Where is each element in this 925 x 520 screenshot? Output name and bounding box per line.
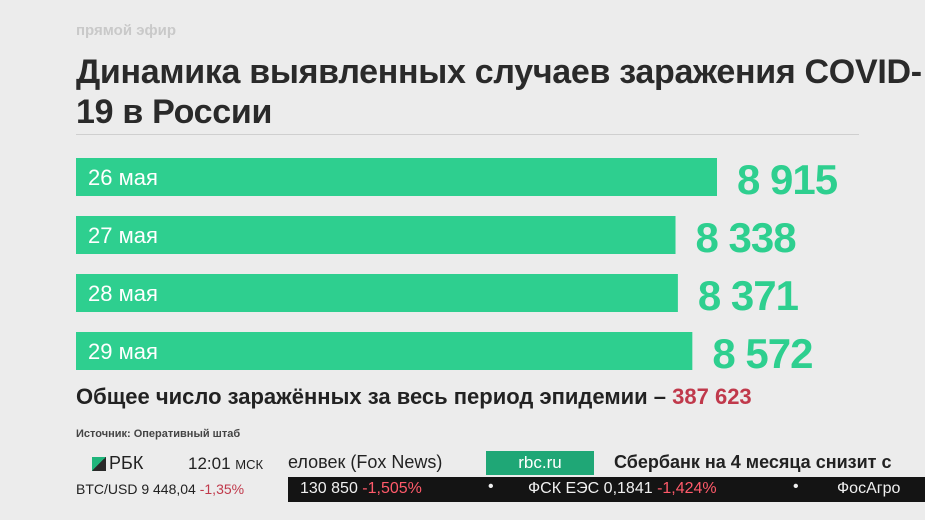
bar-3 — [76, 274, 678, 312]
chart-title-text: Динамика выявленных случаев заражения CO… — [76, 53, 922, 131]
quote-1: 130 850 -1,505% — [300, 480, 422, 498]
ticker-headline-2: Сбербанк на 4 месяца снизит с — [614, 452, 892, 472]
ticker-site-tag: rbc.ru — [486, 451, 594, 475]
quote-1-value: 130 850 — [300, 480, 358, 497]
chart-title: Динамика выявленных случаев заражения CO… — [76, 52, 925, 132]
bar-category-label: 26 мая — [88, 165, 158, 190]
quote-2: ФСК ЕЭС 0,1841 -1,424% — [528, 480, 717, 498]
ticker-separator: • — [793, 478, 799, 495]
quote-2-change: -1,424% — [657, 480, 717, 497]
quote-3-name: ФосАгро — [837, 480, 901, 497]
bar-value-label: 8 915 — [737, 156, 838, 203]
channel-logo: РБК — [92, 453, 143, 474]
stock-ticker — [288, 477, 925, 502]
btc-quote: BTC/USD 9 448,04 -1,35% — [76, 481, 244, 497]
clock-time: 12:01 — [188, 454, 231, 473]
bar-category-label: 28 мая — [88, 281, 158, 306]
bar-1 — [76, 158, 717, 196]
rbc-logo-icon — [92, 456, 106, 471]
bar-category-label: 29 мая — [88, 339, 158, 364]
ticker-separator: • — [488, 478, 494, 495]
total-cases: Общее число заражённых за весь период эп… — [76, 384, 752, 410]
quote-2-value: 0,1841 — [603, 480, 653, 497]
bar-2 — [76, 216, 676, 254]
clock-timezone: МСК — [235, 457, 264, 472]
bar-4 — [76, 332, 693, 370]
quote-2-name: ФСК ЕЭС — [528, 480, 600, 497]
btc-value: 9 448,04 — [141, 481, 196, 497]
title-divider — [76, 134, 859, 135]
logo-text: РБК — [109, 453, 144, 473]
bar-value-label: 8 572 — [712, 330, 812, 377]
crypto-quote-box — [0, 477, 288, 502]
news-ticker — [0, 449, 925, 477]
bar-category-label: 27 мая — [88, 223, 158, 248]
total-value: 387 623 — [672, 384, 752, 409]
btc-label: BTC/USD — [76, 481, 138, 497]
quote-1-change: -1,505% — [362, 480, 422, 497]
bar-value-label: 8 338 — [696, 214, 797, 261]
clock: 12:01 МСК — [188, 454, 263, 474]
total-label: Общее число заражённых за весь период эп… — [76, 384, 667, 409]
source-note: Источник: Оперативный штаб — [76, 428, 241, 440]
bar-value-label: 8 371 — [698, 272, 799, 319]
ticker-headline-1: еловек (Fox News) — [288, 452, 443, 472]
btc-change: -1,35% — [199, 481, 245, 497]
bar-chart: 26 мая 8 915 27 мая 8 338 28 мая 8 371 29 мая 8… — [76, 156, 839, 377]
live-label: прямой эфир — [76, 22, 177, 39]
